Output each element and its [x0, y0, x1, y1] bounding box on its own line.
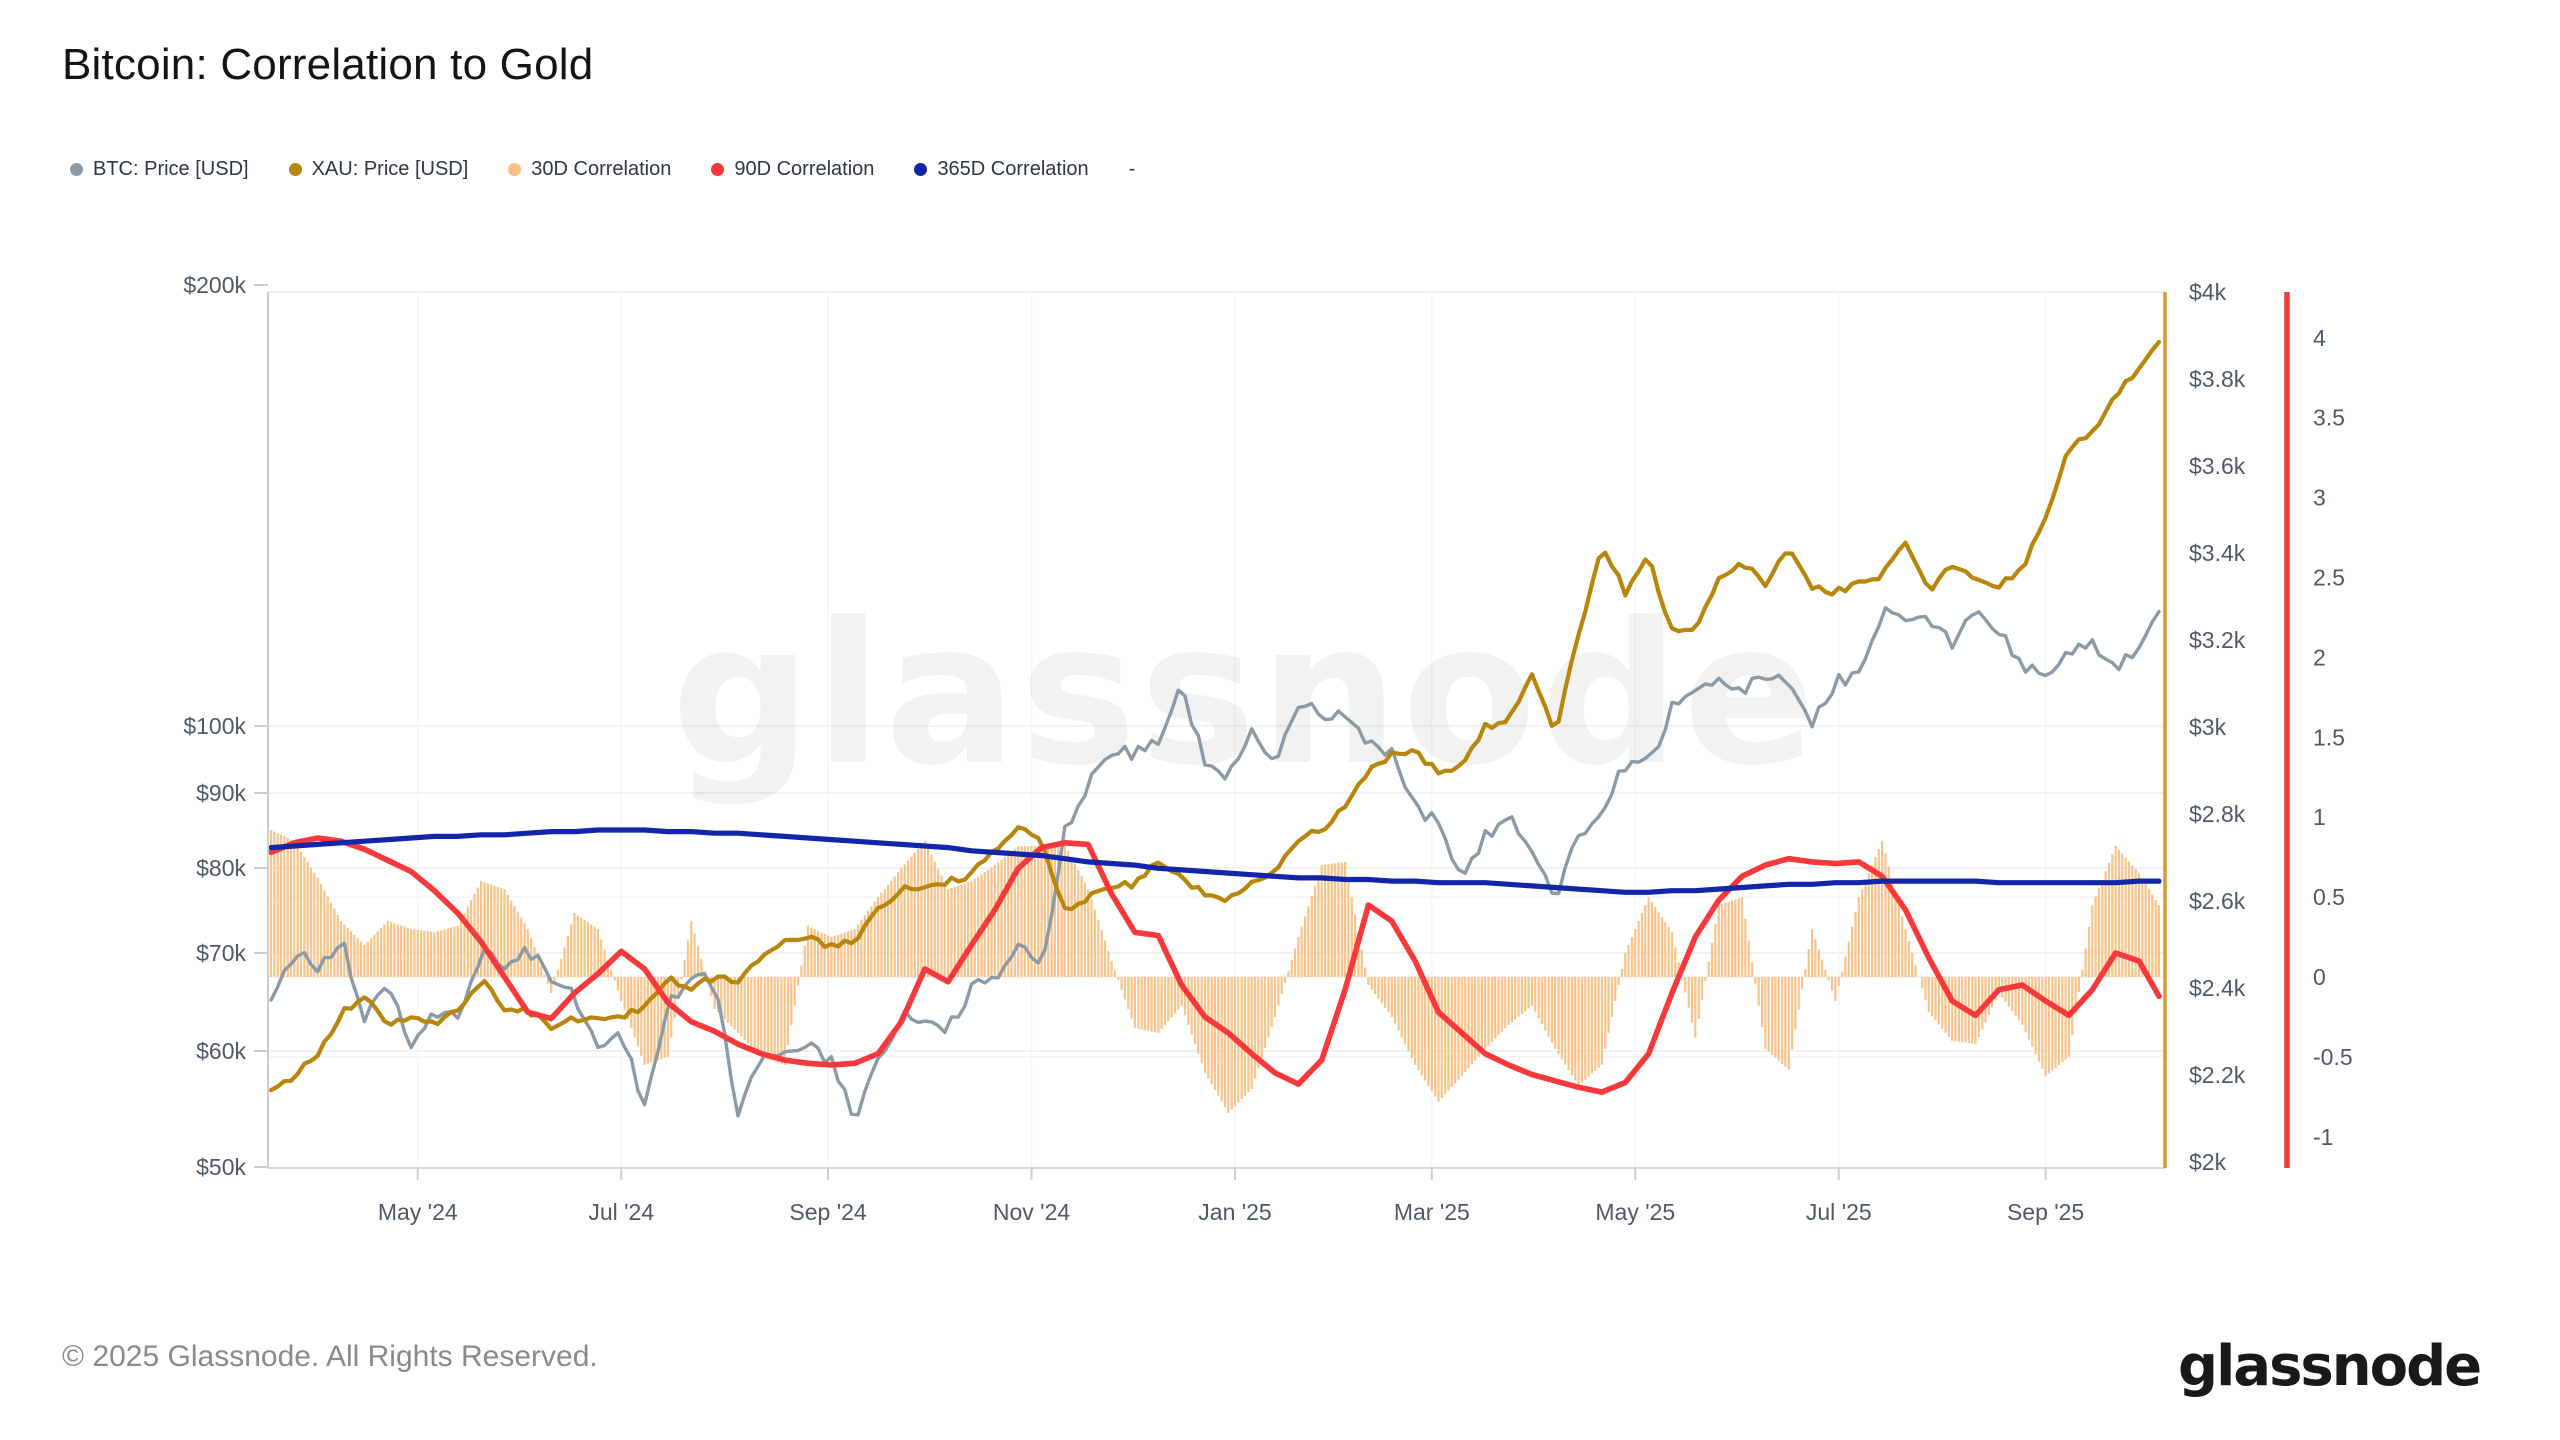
axis-frame [267, 292, 2290, 1169]
svg-text:$80k: $80k [196, 855, 246, 881]
svg-text:$3.4k: $3.4k [2189, 540, 2246, 566]
legend-item-btc-price[interactable]: BTC: Price [USD] [70, 158, 249, 181]
legend-overflow-dash[interactable]: - [1128, 158, 1136, 180]
legend-item-90d-correlation[interactable]: 90D Correlation [711, 158, 874, 181]
svg-text:Mar '25: Mar '25 [1394, 1199, 1470, 1225]
page-title: Bitcoin: Correlation to Gold [62, 40, 594, 89]
legend-label-btc: BTC: Price [USD] [93, 158, 249, 180]
legend-item-xau-price[interactable]: XAU: Price [USD] [288, 158, 469, 181]
legend-dot-30d-icon [508, 163, 522, 176]
svg-text:1.5: 1.5 [2313, 724, 2345, 750]
svg-text:1: 1 [2313, 804, 2326, 830]
legend-item-30d-correlation[interactable]: 30D Correlation [508, 158, 671, 181]
svg-text:$2.8k: $2.8k [2189, 801, 2246, 827]
left-price-axis: $200k $100k $90k $80k $70k $60k $50k [183, 272, 268, 1180]
svg-text:$2.6k: $2.6k [2189, 888, 2246, 914]
svg-text:Sep '24: Sep '24 [789, 1199, 866, 1225]
right-correlation-axis: 4 3.5 3 2.5 2 1.5 1 0.5 0 -0.5 -1 [2313, 325, 2353, 1150]
svg-text:-0.5: -0.5 [2313, 1044, 2353, 1070]
series-90d-correlation-line [268, 835, 2162, 1095]
svg-text:Jul '24: Jul '24 [588, 1199, 654, 1225]
legend-dot-90d-icon [711, 163, 725, 176]
svg-text:$60k: $60k [196, 1038, 246, 1064]
legend-label-xau: XAU: Price [USD] [311, 158, 469, 180]
legend-dot-xau-icon [288, 163, 302, 176]
svg-text:3: 3 [2313, 485, 2326, 511]
footer-copyright: © 2025 Glassnode. All Rights Reserved. [62, 1340, 598, 1373]
svg-text:$2k: $2k [2189, 1149, 2227, 1175]
watermark: glassnode [671, 581, 1819, 809]
svg-text:0: 0 [2313, 964, 2326, 990]
legend-item-365d-correlation[interactable]: 365D Correlation [914, 158, 1089, 181]
svg-text:May '25: May '25 [1595, 1199, 1675, 1225]
svg-text:Jul '25: Jul '25 [1806, 1199, 1872, 1225]
svg-text:$70k: $70k [196, 940, 246, 966]
series-xau-price-line [268, 339, 2162, 1093]
svg-text:$3k: $3k [2189, 714, 2227, 740]
svg-text:4: 4 [2313, 325, 2326, 351]
svg-text:May '24: May '24 [378, 1199, 458, 1225]
x-time-axis: May '24 Jul '24 Sep '24 Nov '24 Jan '25 Mar '… [378, 1168, 2084, 1225]
svg-text:0.5: 0.5 [2313, 884, 2345, 910]
svg-text:Nov '24: Nov '24 [993, 1199, 1070, 1225]
glassnode-logo: glassnode [2178, 1334, 2482, 1399]
svg-text:2.5: 2.5 [2313, 565, 2345, 591]
svg-text:$2.2k: $2.2k [2189, 1062, 2246, 1088]
svg-text:Jan '25: Jan '25 [1198, 1199, 1271, 1225]
svg-text:$3.6k: $3.6k [2189, 453, 2246, 479]
right-price-axis: $4k $3.8k $3.6k $3.4k $3.2k $3k $2.8k $2.6k $2.4… [2189, 279, 2246, 1175]
series-btc-price-line [269, 606, 2161, 1118]
svg-text:$3.8k: $3.8k [2189, 366, 2246, 392]
legend-dot-btc-icon [70, 163, 83, 176]
svg-text:$2.4k: $2.4k [2189, 975, 2246, 1001]
svg-text:$200k: $200k [183, 272, 246, 298]
svg-text:$3.2k: $3.2k [2189, 627, 2246, 653]
svg-text:3.5: 3.5 [2313, 405, 2345, 431]
svg-text:2: 2 [2313, 644, 2326, 670]
legend-label-30d: 30D Correlation [531, 158, 672, 180]
legend-label-90d: 90D Correlation [734, 158, 875, 180]
legend: BTC: Price [USD] XAU: Price [USD] 30D Co… [70, 158, 1135, 181]
series-30d-correlation-bars [269, 830, 2161, 1113]
series-365d-correlation-line [268, 827, 2162, 895]
legend-label-365d: 365D Correlation [937, 158, 1089, 180]
svg-text:$50k: $50k [196, 1154, 246, 1180]
legend-dot-365d-icon [914, 163, 928, 176]
svg-text:Sep '25: Sep '25 [2007, 1199, 2084, 1225]
svg-text:$4k: $4k [2189, 279, 2227, 305]
svg-text:-1: -1 [2313, 1124, 2333, 1150]
svg-text:$90k: $90k [196, 780, 246, 806]
svg-text:$100k: $100k [183, 713, 246, 739]
